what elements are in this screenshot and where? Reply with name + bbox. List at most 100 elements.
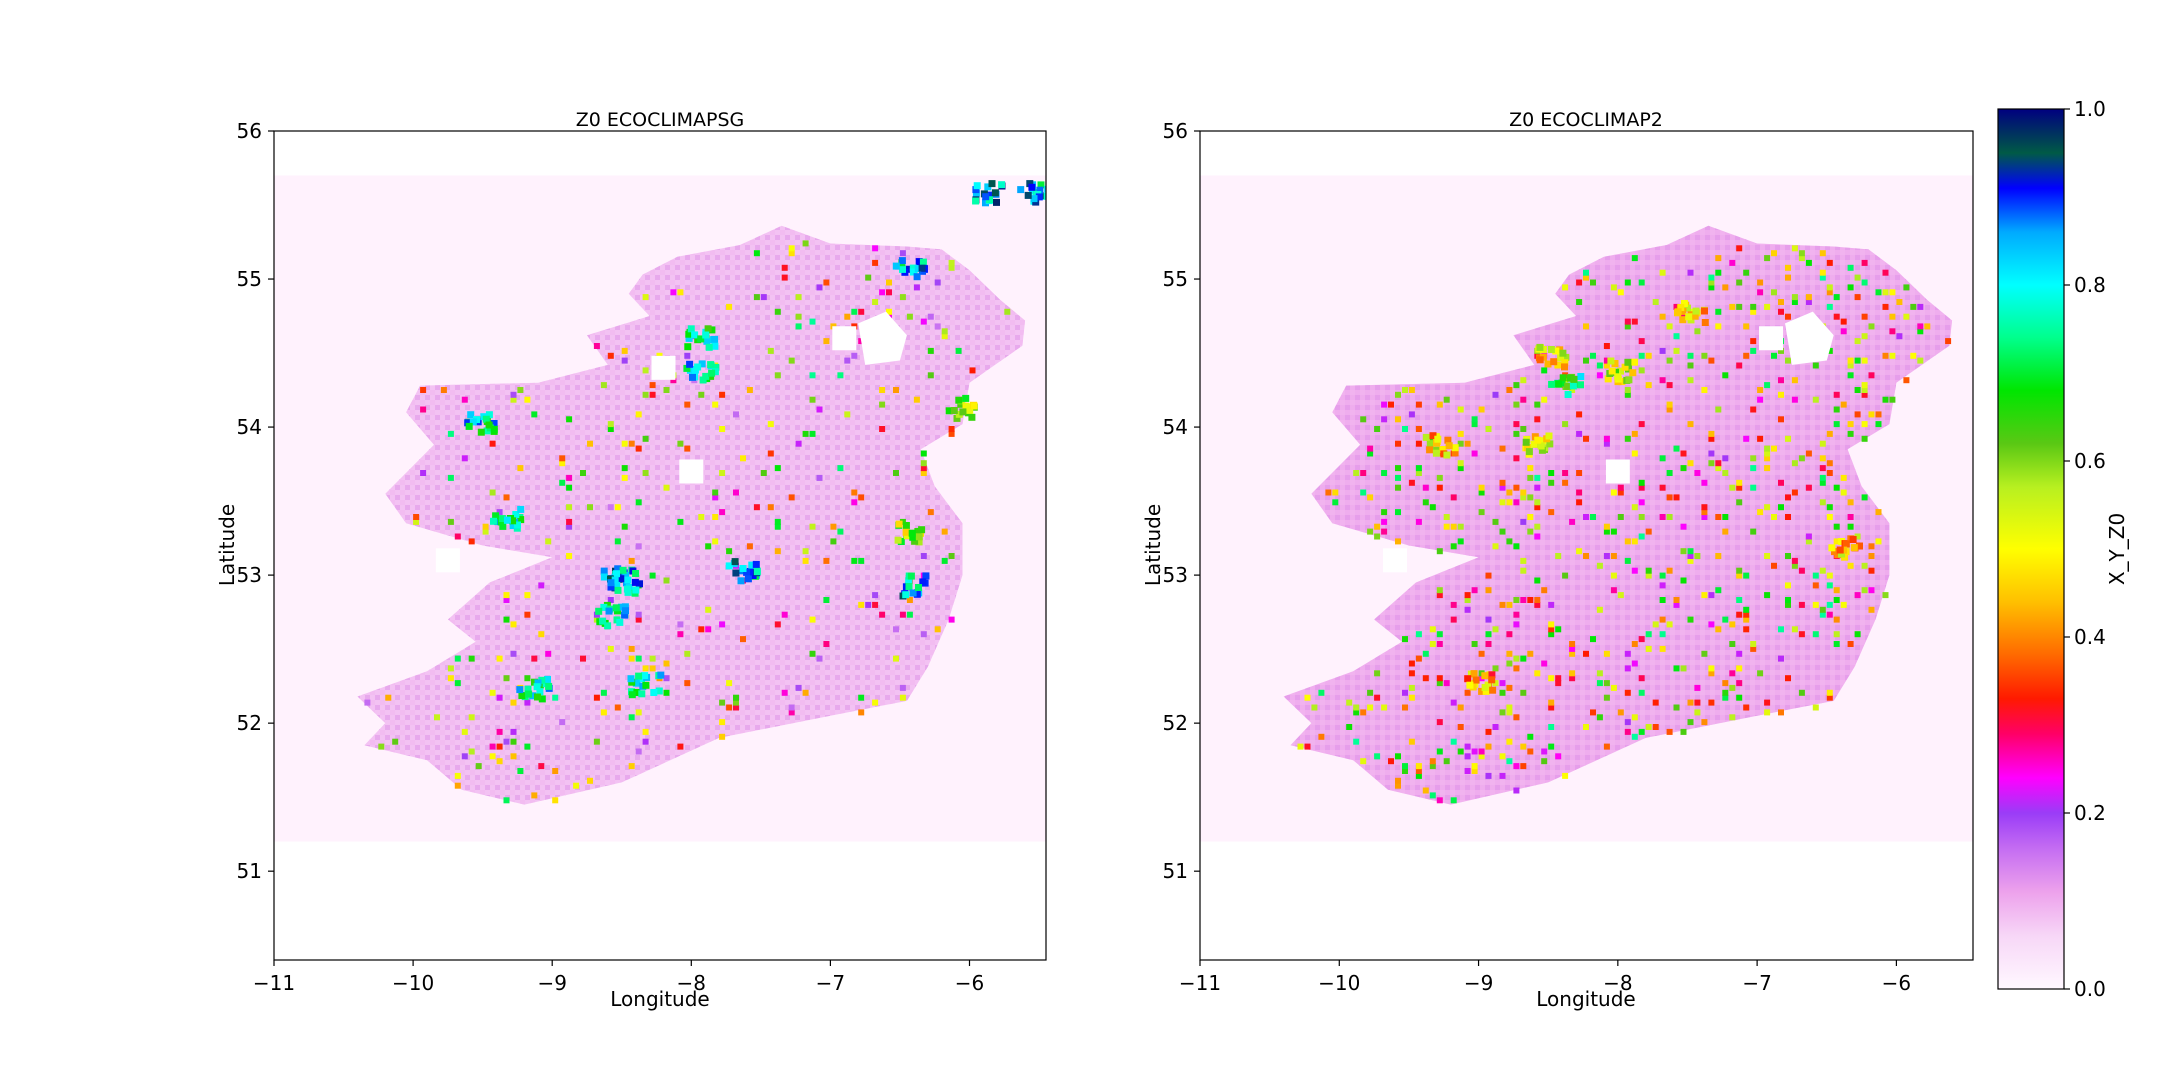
hotspot bbox=[684, 325, 719, 351]
grid-cell bbox=[516, 686, 524, 694]
grid-cell bbox=[1847, 421, 1854, 428]
grid-cell bbox=[1854, 274, 1861, 281]
grid-cell bbox=[447, 430, 454, 437]
grid-cell bbox=[816, 655, 823, 662]
grid-cell bbox=[1555, 675, 1562, 682]
grid-cell bbox=[1617, 489, 1624, 496]
grid-cell bbox=[1367, 704, 1374, 711]
grid-cell bbox=[1415, 401, 1422, 408]
grid-cell bbox=[1833, 631, 1840, 638]
grid-cell bbox=[1457, 440, 1464, 447]
grid-cell bbox=[1785, 553, 1791, 559]
grid-cell bbox=[1673, 333, 1680, 340]
grid-cell bbox=[1436, 797, 1443, 804]
grid-cell bbox=[524, 675, 531, 682]
grid-cell bbox=[677, 518, 684, 525]
grid-cell bbox=[552, 797, 559, 804]
grid-cell bbox=[1826, 582, 1833, 589]
grid-cell bbox=[914, 265, 922, 273]
grid-cell bbox=[1917, 328, 1924, 335]
grid-cell bbox=[1590, 352, 1596, 359]
grid-cell bbox=[566, 518, 573, 525]
grid-cell bbox=[1882, 303, 1889, 310]
grid-cell bbox=[899, 694, 906, 701]
grid-cell bbox=[1548, 699, 1555, 706]
grid-cell bbox=[1429, 792, 1436, 799]
grid-cell bbox=[1638, 728, 1645, 735]
grid-cell bbox=[600, 567, 608, 575]
grid-cell bbox=[607, 352, 614, 359]
grid-cell bbox=[447, 518, 454, 525]
grid-cell bbox=[1691, 312, 1699, 320]
grid-cell bbox=[1422, 787, 1429, 794]
grid-cell bbox=[1576, 430, 1583, 437]
grid-cell bbox=[687, 325, 695, 333]
grid-cell bbox=[1812, 704, 1819, 711]
grid-cell bbox=[753, 504, 760, 511]
grid-cell bbox=[1036, 186, 1044, 194]
grid-cell bbox=[1024, 191, 1032, 199]
y-tick-label: 51 bbox=[1163, 859, 1188, 883]
grid-cell bbox=[1415, 655, 1422, 662]
grid-cell bbox=[635, 445, 642, 452]
grid-cell bbox=[1798, 689, 1805, 696]
grid-cell bbox=[1471, 416, 1478, 423]
grid-cell bbox=[1513, 787, 1520, 794]
grid-cell bbox=[1569, 650, 1576, 657]
grid-cell bbox=[1443, 514, 1450, 520]
grid-cell bbox=[496, 743, 503, 750]
grid-cell bbox=[468, 655, 475, 662]
grid-cell bbox=[1550, 358, 1558, 366]
grid-cell bbox=[1415, 768, 1422, 774]
grid-cell bbox=[1415, 465, 1422, 472]
grid-cell bbox=[1743, 435, 1750, 442]
grid-cell bbox=[461, 455, 468, 462]
grid-cell bbox=[712, 538, 719, 545]
grid-cell bbox=[635, 709, 642, 716]
grid-cell bbox=[966, 406, 974, 414]
grid-cell bbox=[420, 470, 427, 476]
grid-cell bbox=[788, 494, 795, 501]
grid-cell bbox=[510, 753, 517, 760]
grid-cell bbox=[1673, 347, 1680, 354]
grid-cell bbox=[1666, 494, 1673, 501]
grid-cell bbox=[1464, 753, 1471, 760]
grid-cell bbox=[1541, 758, 1548, 765]
grid-cell bbox=[663, 577, 670, 584]
grid-cell bbox=[1715, 553, 1722, 559]
grid-cell bbox=[621, 603, 629, 611]
grid-cell bbox=[907, 572, 915, 580]
grid-cell bbox=[1436, 474, 1443, 481]
grid-cell bbox=[1527, 597, 1534, 603]
grid-cell bbox=[809, 372, 816, 379]
grid-cell bbox=[753, 568, 761, 576]
grid-cell bbox=[1631, 641, 1638, 647]
grid-cell bbox=[454, 782, 461, 789]
grid-cell bbox=[1917, 357, 1924, 364]
grid-cell bbox=[1499, 479, 1506, 486]
grid-cell bbox=[1854, 631, 1861, 638]
grid-cell bbox=[1826, 572, 1833, 579]
colorbar-label: X_Y_Z0 bbox=[2105, 513, 2129, 585]
y-tick-label: 56 bbox=[1163, 119, 1188, 143]
grid-cell bbox=[434, 714, 440, 721]
colorbar: 0.0 0.2 0.4 0.6 0.8 1.0 X_Y_Z0 bbox=[1997, 97, 2129, 1001]
grid-cell bbox=[517, 465, 524, 472]
grid-cell bbox=[948, 430, 955, 437]
grid-cell bbox=[600, 573, 608, 581]
grid-cell bbox=[510, 396, 517, 403]
grid-cell bbox=[1708, 670, 1715, 677]
grid-cell bbox=[1470, 670, 1478, 678]
grid-cell bbox=[719, 509, 726, 516]
grid-cell bbox=[1499, 709, 1506, 716]
x-tick-label: −7 bbox=[816, 971, 845, 995]
grid-cell bbox=[566, 484, 573, 491]
grid-cell bbox=[538, 676, 546, 684]
grid-cell bbox=[1659, 582, 1666, 589]
grid-cell bbox=[1489, 686, 1497, 694]
grid-cell bbox=[1506, 738, 1513, 745]
grid-cell bbox=[1778, 299, 1784, 305]
grid-cell bbox=[726, 548, 733, 555]
grid-cell bbox=[1854, 592, 1861, 599]
grid-cell bbox=[1436, 587, 1443, 594]
